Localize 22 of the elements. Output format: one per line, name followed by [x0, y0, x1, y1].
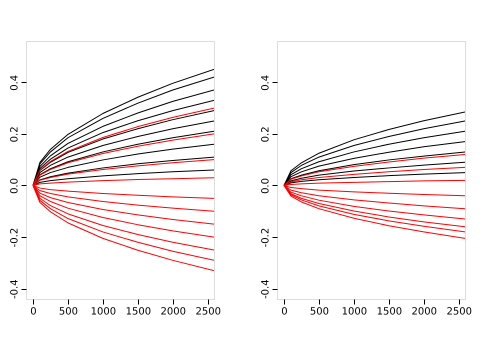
x-tick-label: 1500 — [126, 306, 152, 318]
x-tick-label: 0 — [281, 306, 288, 318]
x-tick-label: 2000 — [160, 306, 186, 318]
y-tick-label: 0.2 — [10, 126, 20, 142]
y-tick-label: -0.4 — [10, 279, 20, 299]
x-tick-label: 2000 — [412, 306, 437, 318]
y-tick-label: -0.2 — [10, 228, 20, 248]
x-tick-label: 0 — [30, 306, 37, 318]
x-tick-label: 500 — [58, 306, 78, 318]
y-tick-label: 0.2 — [260, 126, 272, 142]
x-tick-label: 1500 — [376, 306, 402, 318]
x-tick-label: 1000 — [90, 306, 116, 318]
x-tick-label: 1000 — [342, 306, 368, 318]
y-tick-label: 0.0 — [260, 178, 272, 194]
y-tick-label: 0.0 — [10, 178, 20, 194]
x-tick-label: 2500 — [446, 306, 472, 318]
y-tick-label: -0.4 — [260, 279, 272, 299]
y-tick-label: 0.4 — [260, 74, 272, 91]
x-tick-label: 2500 — [195, 306, 221, 318]
y-tick-label: 0.4 — [10, 74, 20, 91]
y-tick-label: -0.2 — [260, 228, 272, 248]
x-tick-label: 500 — [310, 306, 329, 318]
